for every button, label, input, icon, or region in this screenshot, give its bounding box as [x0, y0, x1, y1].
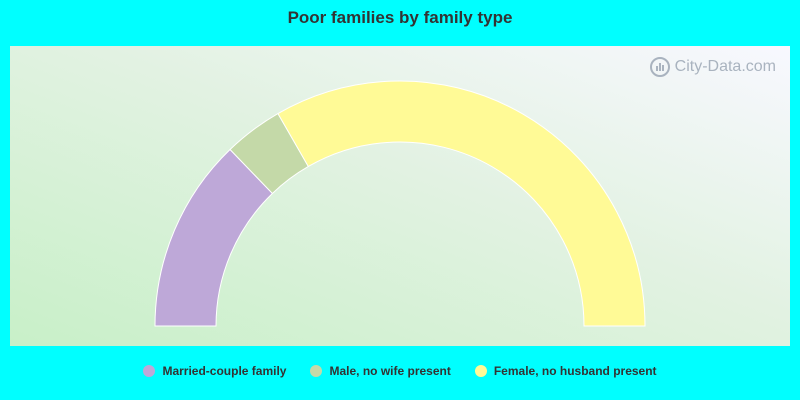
legend-label-2: Male, no wife present	[329, 364, 451, 378]
donut-slice-1[interactable]	[154, 148, 274, 327]
chart-title: Poor families by family type	[287, 8, 513, 27]
legend-swatch-1	[143, 365, 156, 377]
donut-slice-3[interactable]	[277, 80, 646, 327]
legend-label-1: Married-couple family	[162, 364, 287, 378]
chart-panel: City-Data.com	[10, 46, 790, 346]
legend-item-1: Married-couple family	[143, 364, 286, 378]
donut-chart	[154, 80, 646, 327]
legend-swatch-3	[474, 365, 487, 377]
watermark-text: City-Data.com	[674, 58, 776, 75]
legend-label-3: Female, no husband present	[493, 364, 657, 378]
city-data-logo-icon	[649, 57, 670, 77]
legend-swatch-2	[310, 365, 323, 377]
legend-item-2: Male, no wife present	[310, 364, 451, 378]
chart-legend: Married-couple family Male, no wife prese…	[0, 364, 800, 378]
watermark: City-Data.com	[649, 56, 776, 78]
legend-item-3: Female, no husband present	[474, 364, 657, 378]
